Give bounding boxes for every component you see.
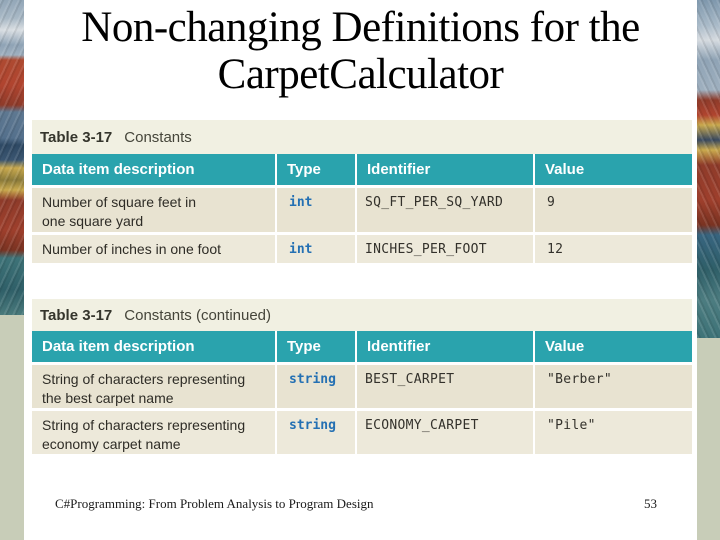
cell-identifier: BEST_CARPET — [355, 365, 533, 408]
description-line1: String of characters representing — [42, 417, 246, 433]
table-header-row: Data item description Type Identifier Va… — [32, 331, 692, 362]
cell-description: Number of inches in one foot — [32, 235, 275, 263]
cell-description: String of characters representing the be… — [32, 365, 275, 408]
left-border-strip — [0, 0, 24, 540]
cell-identifier: SQ_FT_PER_SQ_YARD — [355, 188, 533, 232]
slide-title-line1: Non-changing Definitions for the — [81, 4, 640, 51]
cell-value: "Pile" — [533, 411, 692, 454]
slide-title-line2: CarpetCalculator — [217, 51, 504, 98]
table-caption: Table 3-17 Constants (continued) — [32, 299, 692, 331]
table-caption: Table 3-17 Constants — [32, 120, 692, 154]
cell-value: "Berber" — [533, 365, 692, 408]
column-header-identifier: Identifier — [355, 331, 533, 362]
table-caption-label: Table 3-17 — [40, 306, 113, 324]
constants-continued-table: Table 3-17 Constants (continued) Data it… — [32, 299, 692, 454]
constants-table: Table 3-17 Constants Data item descripti… — [32, 120, 692, 263]
footer-book-title: C#Programming: From Problem Analysis to … — [55, 496, 374, 511]
right-border-painting — [697, 0, 720, 338]
slide-title: Non-changing Definitions for the CarpetC… — [24, 4, 697, 98]
column-header-type: Type — [275, 154, 355, 185]
column-header-description: Data item description — [42, 161, 195, 178]
table-caption-title: Constants — [124, 128, 192, 146]
cell-identifier: ECONOMY_CARPET — [355, 411, 533, 454]
cell-type: int — [275, 188, 355, 232]
column-header-value: Value — [533, 331, 692, 362]
cell-type: int — [275, 235, 355, 263]
description-line1: Number of inches in one foot — [42, 241, 221, 257]
table-header-row: Data item description Type Identifier Va… — [32, 154, 692, 185]
left-border-painting — [0, 0, 24, 315]
cell-description: String of characters representing econom… — [32, 411, 275, 454]
right-border-strip — [697, 0, 720, 540]
cell-description: Number of square feet in one square yard — [32, 188, 275, 232]
column-header-description: Data item description — [42, 338, 195, 355]
cell-value: 9 — [533, 188, 692, 232]
description-line2: one square yard — [42, 213, 144, 229]
description-line2: economy carpet name — [42, 436, 181, 452]
cell-value: 12 — [533, 235, 692, 263]
table-row: Number of square feet in one square yard… — [32, 185, 692, 232]
table-row: String of characters representing econom… — [32, 408, 692, 454]
column-header-value: Value — [533, 154, 692, 185]
description-line2: the best carpet name — [42, 390, 174, 406]
table-caption-title: Constants (continued) — [124, 306, 272, 324]
description-line1: Number of square feet in — [42, 194, 197, 210]
column-header-identifier: Identifier — [355, 154, 533, 185]
table-row: String of characters representing the be… — [32, 362, 692, 408]
table-caption-label: Table 3-17 — [40, 128, 113, 146]
description-line1: String of characters representing — [42, 371, 246, 387]
cell-type: string — [275, 365, 355, 408]
column-header-type: Type — [275, 331, 355, 362]
cell-type: string — [275, 411, 355, 454]
table-row: Number of inches in one foot int INCHES_… — [32, 232, 692, 263]
cell-identifier: INCHES_PER_FOOT — [355, 235, 533, 263]
page-number: 53 — [644, 496, 657, 511]
